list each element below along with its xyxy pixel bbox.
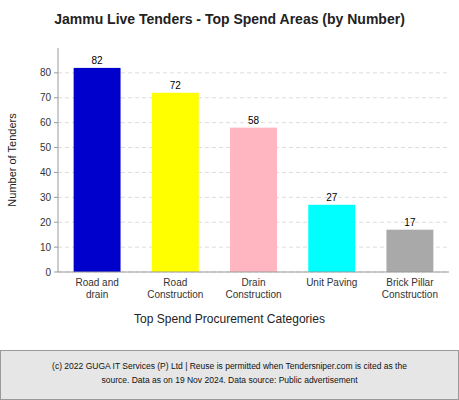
bar (230, 128, 277, 272)
data-label: 27 (326, 192, 338, 203)
x-axis (58, 272, 449, 273)
y-tick (54, 72, 58, 73)
bar (74, 68, 121, 272)
x-tick-label-line: Unit Paving (306, 277, 357, 288)
bar (308, 205, 355, 272)
footnote: source. Data as on 19 Nov 2024. Data sou… (101, 375, 358, 385)
x-tick-label-line: Brick Pillar (386, 277, 434, 288)
data-label: 72 (170, 80, 182, 91)
y-tick (54, 172, 58, 173)
y-tick-label: 60 (40, 117, 52, 128)
data-label: 82 (92, 55, 104, 66)
footnote-box (1, 351, 459, 400)
x-tick-label-line: drain (86, 289, 108, 300)
y-tick (54, 147, 58, 148)
y-tick-label: 50 (40, 142, 52, 153)
y-tick-label: 80 (40, 67, 52, 78)
bar (152, 93, 199, 272)
y-tick (54, 122, 58, 123)
x-tick-label-line: Road and (75, 277, 118, 288)
y-tick-label: 10 (40, 242, 52, 253)
x-tick-label-line: Construction (225, 289, 281, 300)
x-tick-label-line: Road (163, 277, 187, 288)
y-axis (58, 48, 59, 272)
y-tick-label: 0 (45, 267, 51, 278)
y-tick-label: 70 (40, 92, 52, 103)
grid-line (58, 272, 449, 273)
bars (74, 68, 434, 272)
x-axis-label: Top Spend Procurement Categories (134, 312, 325, 326)
y-tick (54, 247, 58, 248)
data-label: 58 (248, 115, 260, 126)
y-tick-label: 20 (40, 217, 52, 228)
x-tick-label-line: Construction (382, 289, 438, 300)
footnote: (c) 2022 GUGA IT Services (P) Ltd | Reus… (52, 361, 407, 371)
x-tick-label: Unit Paving (306, 277, 357, 288)
y-tick (54, 197, 58, 198)
chart: Jammu Live Tenders - Top Spend Areas (by… (0, 0, 459, 400)
bar (386, 230, 433, 272)
y-tick (54, 272, 58, 273)
x-tick-label-line: Drain (242, 277, 266, 288)
y-tick-label: 30 (40, 192, 52, 203)
x-tick-label: RoadConstruction (147, 277, 203, 300)
title: Jammu Live Tenders - Top Spend Areas (by… (54, 11, 405, 27)
x-tick-label: DrainConstruction (225, 277, 281, 300)
y-tick (54, 222, 58, 223)
y-tick (54, 97, 58, 98)
data-label: 17 (404, 217, 416, 228)
y-tick-label: 40 (40, 167, 52, 178)
x-tick-label: Road anddrain (75, 277, 118, 300)
x-tick-label: Brick PillarConstruction (382, 277, 438, 300)
y-axis-label: Number of Tenders (6, 113, 18, 207)
x-tick-label-line: Construction (147, 289, 203, 300)
